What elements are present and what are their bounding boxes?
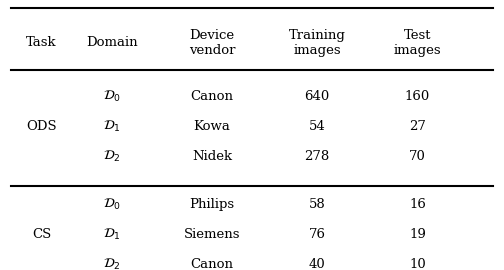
Text: $\mathcal{D}_2$: $\mathcal{D}_2$ — [103, 257, 120, 270]
Text: 19: 19 — [409, 228, 426, 241]
Text: 70: 70 — [409, 150, 426, 163]
Text: $\mathcal{D}_1$: $\mathcal{D}_1$ — [103, 119, 120, 134]
Text: Kowa: Kowa — [194, 120, 230, 133]
Text: 278: 278 — [304, 150, 330, 163]
Text: Task: Task — [26, 36, 57, 49]
Text: Nidek: Nidek — [192, 150, 232, 163]
Text: ODS: ODS — [26, 120, 57, 133]
Text: Training
images: Training images — [289, 29, 346, 57]
Text: 58: 58 — [309, 198, 326, 211]
Text: 160: 160 — [405, 90, 430, 103]
Text: Philips: Philips — [190, 198, 234, 211]
Text: $\mathcal{D}_1$: $\mathcal{D}_1$ — [103, 227, 120, 242]
Text: $\mathcal{D}_0$: $\mathcal{D}_0$ — [103, 197, 120, 212]
Text: $\mathcal{D}_0$: $\mathcal{D}_0$ — [103, 89, 120, 104]
Text: Canon: Canon — [191, 90, 233, 103]
Text: 40: 40 — [309, 258, 326, 270]
Text: Siemens: Siemens — [183, 228, 240, 241]
Text: CS: CS — [32, 228, 51, 241]
Text: 16: 16 — [409, 198, 426, 211]
Text: 54: 54 — [309, 120, 326, 133]
Text: 640: 640 — [304, 90, 330, 103]
Text: Test
images: Test images — [394, 29, 441, 57]
Text: 76: 76 — [308, 228, 326, 241]
Text: Canon: Canon — [191, 258, 233, 270]
Text: 10: 10 — [409, 258, 426, 270]
Text: 27: 27 — [409, 120, 426, 133]
Text: Domain: Domain — [86, 36, 138, 49]
Text: Device
vendor: Device vendor — [188, 29, 235, 57]
Text: $\mathcal{D}_2$: $\mathcal{D}_2$ — [103, 149, 120, 164]
